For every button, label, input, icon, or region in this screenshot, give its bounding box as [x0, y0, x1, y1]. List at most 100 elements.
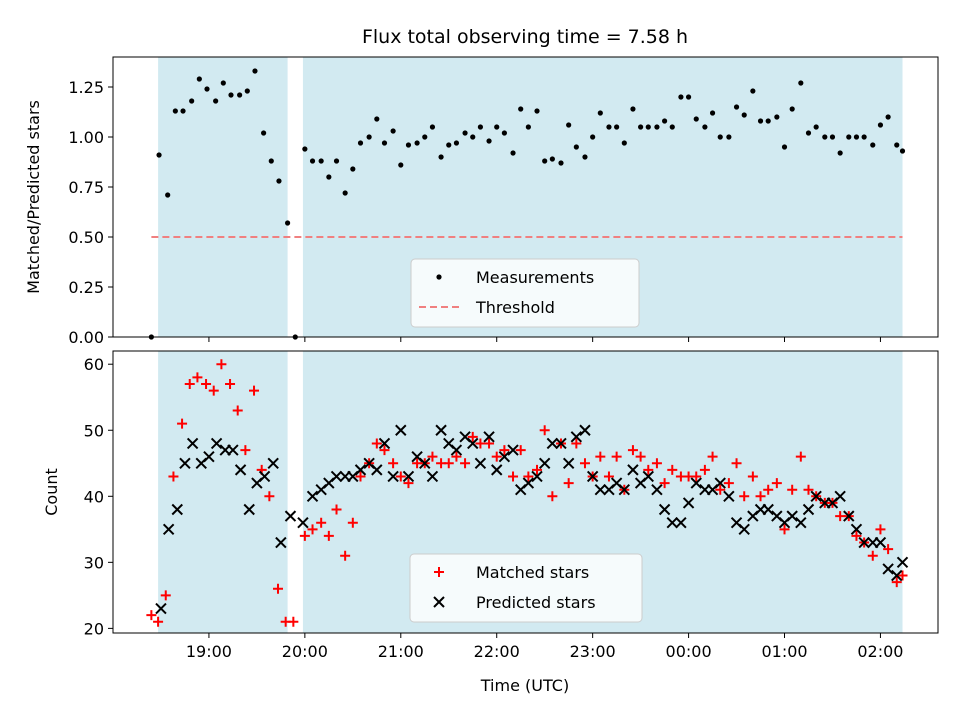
predicted-star-point: [738, 523, 750, 536]
x-axis-label: Time (UTC): [480, 676, 569, 695]
measurement-point: [853, 134, 860, 140]
x-tick-label: 01:00: [761, 642, 807, 661]
matched-star-point: [388, 458, 399, 469]
predicted-stars-legend-marker: [433, 596, 445, 608]
legend-matched-stars: Matched stars: [476, 563, 589, 582]
predicted-star-point: [850, 523, 863, 536]
measurement-point: [244, 88, 250, 94]
matched-star-point: [897, 570, 908, 581]
matched-star-point: [707, 451, 718, 462]
measurement-point: [453, 140, 460, 146]
measurement-point: [438, 154, 444, 160]
measurement-point: [750, 88, 756, 94]
measurement-point: [558, 160, 564, 166]
measurement-point: [268, 158, 274, 164]
predicted-star-point: [450, 444, 463, 456]
measurement-point: [196, 76, 202, 82]
predicted-star-point: [586, 470, 599, 483]
predicted-star-point: [258, 470, 271, 483]
predicted-star-point: [395, 424, 407, 436]
measurement-point: [374, 116, 380, 122]
measurement-point: [805, 130, 812, 136]
predicted-star-point: [507, 444, 519, 456]
matched-star-point: [867, 550, 878, 561]
measurement-point: [630, 106, 636, 112]
x-tick-label: 22:00: [474, 642, 520, 661]
predicted-star-point: [227, 444, 239, 456]
matched-star-point: [523, 471, 534, 482]
count-panel-frame: [112, 350, 939, 634]
matched-star-point: [787, 484, 798, 495]
measurement-point: [494, 124, 500, 130]
predicted-star-point: [627, 464, 639, 476]
legend-measurements: Measurements: [476, 268, 594, 287]
matched-star-point: [611, 451, 622, 462]
measurement-point: [342, 190, 348, 196]
matched-star-point: [851, 530, 862, 541]
matched-star-point: [579, 458, 590, 469]
matched-star-point: [232, 405, 243, 416]
measurement-point: [685, 94, 692, 100]
measurement-point: [693, 116, 699, 122]
measurement-point: [837, 150, 843, 156]
x-tick-label: 19:00: [186, 642, 232, 661]
matched-star-point: [547, 491, 558, 502]
x-tick-label: 23:00: [570, 642, 616, 661]
measurements-legend-marker: [436, 274, 442, 280]
measurement-point: [284, 220, 291, 226]
matched-star-point: [451, 451, 462, 462]
x-tick-label: 00:00: [666, 642, 712, 661]
count-panel-y-ticks: 20 30 40 50 60: [84, 355, 113, 638]
measurement-point: [405, 142, 412, 148]
predicted-star-point: [723, 490, 735, 503]
y-tick-label: 0.00: [68, 328, 104, 347]
measurement-point: [573, 144, 579, 150]
matched-star-point: [883, 544, 894, 555]
ratio-panel-y-ticks: 0.00 0.25 0.50 0.75 1.00 1.25: [68, 78, 113, 347]
predicted-star-point: [810, 490, 822, 503]
measurement-point: [549, 156, 555, 162]
matched-star-point: [539, 425, 550, 436]
measurement-point: [172, 108, 178, 114]
measurement-point: [204, 86, 210, 92]
measurement-point: [228, 92, 234, 98]
measurement-point: [654, 124, 660, 130]
matched-star-point: [771, 478, 782, 489]
measurement-point: [590, 134, 596, 140]
predicted-star-point: [795, 517, 807, 529]
y-tick-label: 1.00: [68, 128, 104, 147]
matched-star-point: [347, 517, 358, 528]
measurement-point: [781, 144, 788, 150]
measurement-point: [276, 178, 282, 184]
measurement-point: [702, 124, 708, 130]
shaded-interval: [158, 351, 288, 633]
matched-star-point: [177, 418, 188, 429]
matched-star-point: [403, 478, 414, 489]
predicted-star-point: [162, 523, 175, 536]
matched-star-point: [779, 524, 790, 535]
matched-star-point: [755, 491, 766, 502]
matched-star-point: [379, 445, 390, 456]
predicted-star-point: [555, 437, 567, 450]
matched-star-point: [355, 471, 366, 482]
matched-star-point: [667, 464, 678, 475]
ratio-panel: 0.00 0.25 0.50 0.75 1.00 1.25 Matched/Predict…: [24, 56, 939, 347]
predicted-star-point: [570, 431, 583, 443]
matched-star-point: [443, 458, 454, 469]
matched-star-point: [323, 530, 334, 541]
predicted-star-point: [426, 470, 439, 483]
matched-star-point: [571, 438, 582, 449]
measurement-point: [525, 124, 531, 130]
predicted-star-point: [186, 437, 199, 450]
measurement-point: [534, 108, 540, 114]
matched-star-point: [747, 471, 758, 482]
matched-star-point: [467, 431, 478, 442]
matched-star-point: [249, 385, 260, 396]
matched-star-point: [208, 385, 219, 396]
predicted-star-point: [387, 470, 399, 483]
predicted-star-point: [435, 424, 447, 436]
count-panel-x-ticks: 19:00 20:00 21:00 22:00 23:00 00:00 01:00 02:00: [186, 633, 903, 661]
measurement-point: [302, 146, 308, 152]
predicted-star-point: [802, 503, 815, 516]
measurement-point: [757, 118, 764, 124]
